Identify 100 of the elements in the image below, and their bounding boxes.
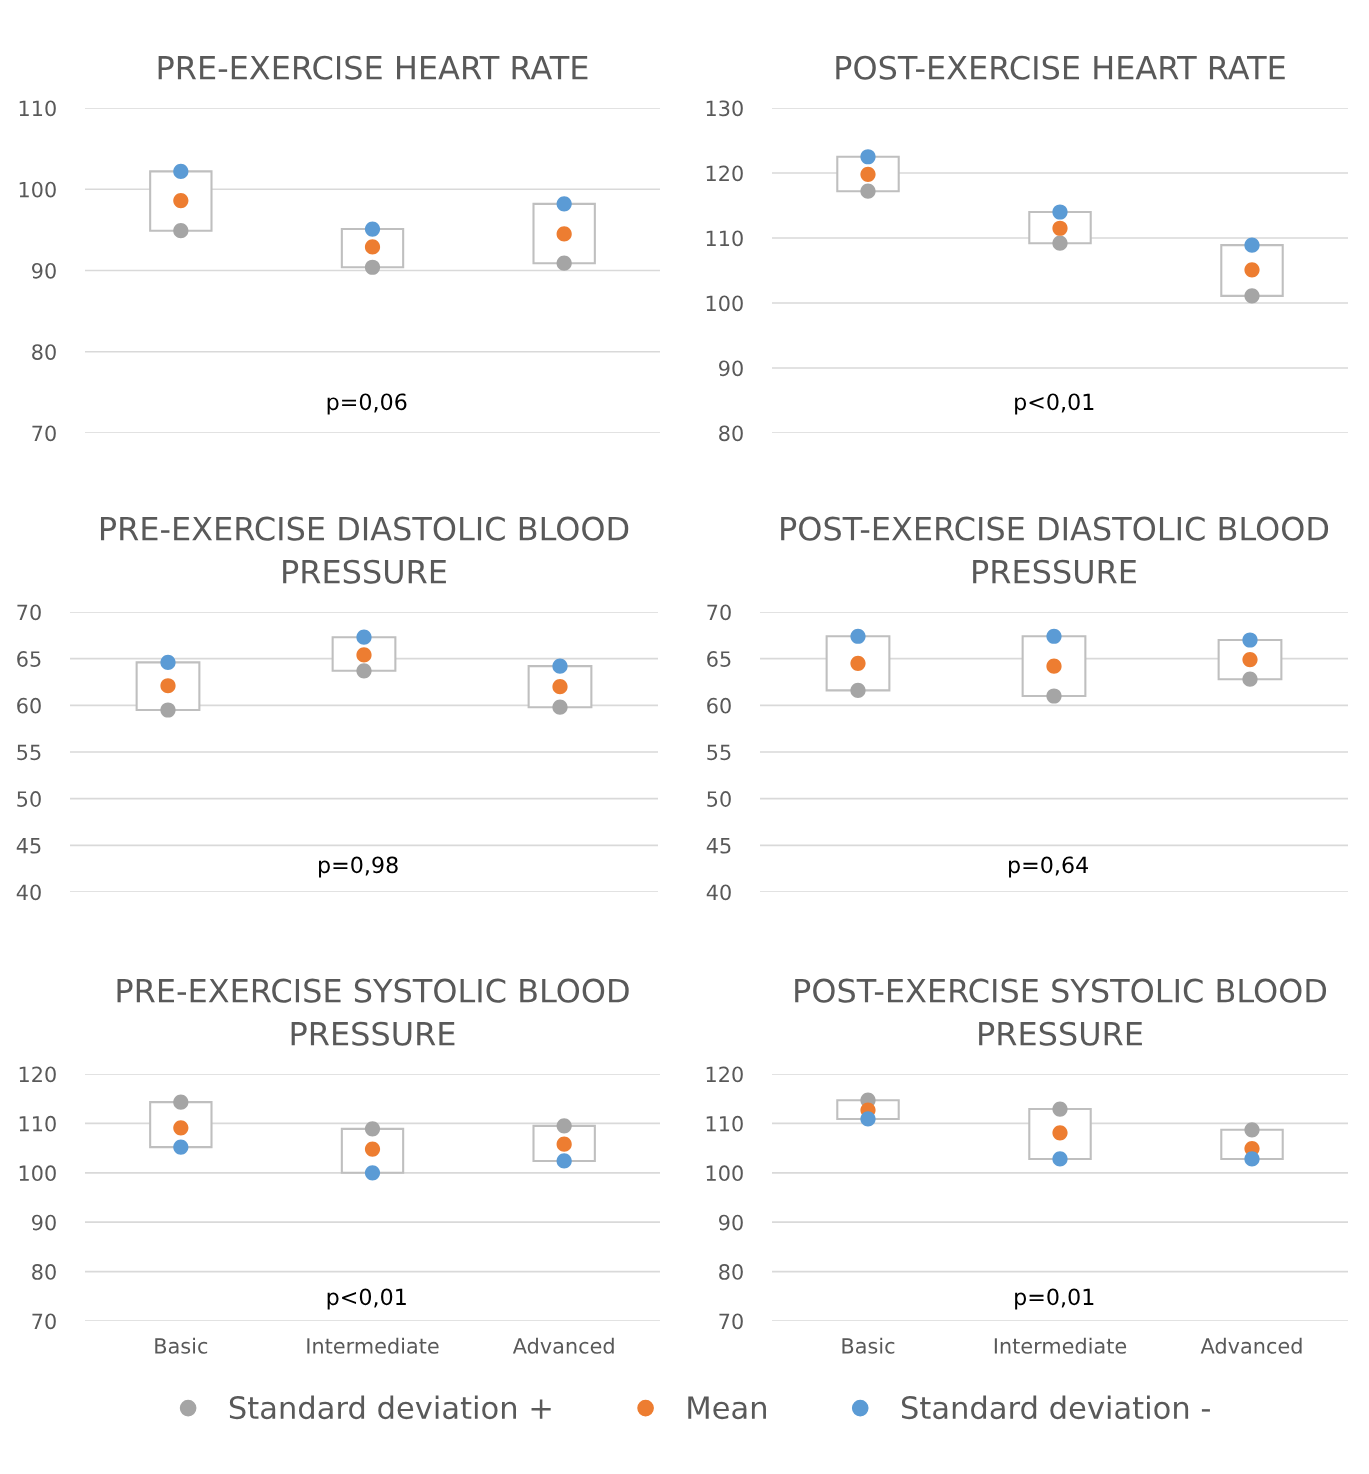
y-tick-label: 90 — [32, 1214, 56, 1231]
point — [364, 1165, 381, 1181]
y-tick-label: 110 — [706, 1115, 743, 1132]
x-tick-label: Intermediate — [994, 1337, 1127, 1354]
point — [552, 699, 568, 715]
y-tick-label: 110 — [19, 100, 56, 117]
annotation: p<0,01 — [327, 1288, 406, 1310]
y-tick-label: 50 — [707, 791, 731, 807]
x-tick-label: Basic — [842, 1337, 895, 1354]
y-tick-label: 70 — [32, 425, 56, 442]
y-tick-label: 90 — [32, 262, 56, 279]
y-tick-label: 65 — [707, 651, 731, 667]
point — [173, 1139, 189, 1155]
y-tick-label: 80 — [32, 1264, 56, 1280]
chart-title: POST-EXERCISE HEART RATE — [836, 55, 1285, 80]
point — [1242, 671, 1258, 687]
y-tick-label: 60 — [707, 697, 731, 714]
y-tick-label: 80 — [719, 1264, 743, 1280]
chart-title: PRE-EXERCISE DIASTOLIC BLOOD PRESSURE — [100, 516, 629, 584]
y-tick-label: 110 — [706, 230, 743, 247]
point — [860, 1111, 876, 1127]
y-tick-label: 40 — [706, 884, 731, 901]
legend-label: Standard deviation + — [229, 1395, 551, 1420]
point — [160, 678, 176, 694]
annotation: p=0,06 — [327, 393, 407, 415]
y-tick-label: 100 — [706, 295, 743, 312]
point — [1244, 1122, 1260, 1138]
point — [860, 149, 876, 165]
point — [1244, 288, 1260, 304]
point — [1052, 1101, 1068, 1117]
y-tick-label: 70 — [719, 1313, 743, 1330]
y-tick-label: 45 — [706, 838, 731, 854]
y-tick-label: 80 — [719, 425, 743, 442]
point — [356, 629, 372, 645]
point — [356, 647, 372, 663]
y-tick-label: 55 — [17, 744, 41, 761]
point — [860, 183, 876, 199]
point — [364, 1121, 381, 1137]
point — [364, 259, 381, 275]
y-tick-label: 70 — [707, 604, 731, 621]
point — [850, 655, 866, 671]
point — [1052, 204, 1068, 220]
point — [1052, 235, 1068, 251]
point — [552, 658, 568, 674]
point — [356, 663, 372, 679]
annotation: p<0,01 — [1015, 393, 1094, 415]
y-tick-label: 90 — [719, 360, 743, 377]
point — [173, 163, 189, 179]
y-tick-label: 70 — [32, 1313, 56, 1330]
y-tick-label: 130 — [706, 100, 743, 117]
annotation: p=0,01 — [1015, 1288, 1094, 1310]
point — [850, 628, 866, 644]
annotation: p=0,98 — [319, 856, 398, 878]
point — [556, 255, 572, 271]
bar — [149, 170, 213, 232]
bar — [532, 202, 596, 265]
y-tick-label: 90 — [719, 1214, 743, 1231]
x-tick-label: Advanced — [1200, 1337, 1302, 1354]
y-tick-label: 120 — [19, 1066, 56, 1083]
y-tick-label: 40 — [16, 884, 41, 901]
point — [160, 654, 176, 671]
point — [364, 221, 381, 237]
legend-label: Mean — [688, 1396, 766, 1420]
y-tick-label: 100 — [706, 1165, 743, 1182]
point — [160, 702, 176, 718]
point — [173, 223, 189, 239]
y-tick-label: 70 — [17, 604, 41, 621]
x-tick-label: Intermediate — [307, 1337, 439, 1354]
point — [1046, 628, 1062, 644]
y-tick-label: 120 — [706, 1066, 743, 1083]
y-tick-label: 60 — [17, 697, 41, 714]
point — [556, 1153, 572, 1169]
y-tick-label: 55 — [707, 744, 731, 761]
point — [1046, 658, 1062, 674]
annotation: p=0,64 — [1009, 856, 1088, 878]
chart-title: POST-EXERCISE SYSTOLIC BLOOD PRESSURE — [795, 978, 1327, 1046]
point — [1244, 237, 1260, 253]
y-tick-label: 100 — [19, 181, 56, 198]
x-tick-label: Basic — [155, 1337, 208, 1354]
point — [1242, 632, 1258, 648]
point — [556, 1118, 572, 1134]
point — [173, 1094, 189, 1110]
x-tick-label: Advanced — [512, 1337, 614, 1354]
point — [1046, 688, 1062, 704]
point — [1052, 1151, 1068, 1167]
y-tick-label: 45 — [16, 838, 41, 854]
point — [556, 196, 572, 212]
point — [552, 679, 568, 695]
chart-title: POST-EXERCISE DIASTOLIC BLOOD PRESSURE — [781, 516, 1329, 584]
point — [850, 682, 866, 699]
chart-title: PRE-EXERCISE HEART RATE — [158, 55, 588, 80]
y-tick-label: 120 — [706, 165, 743, 182]
y-tick-label: 100 — [19, 1165, 56, 1182]
chart-title: PRE-EXERCISE SYSTOLIC BLOOD PRESSURE — [117, 978, 629, 1046]
y-tick-label: 50 — [17, 791, 41, 807]
point — [1244, 1151, 1260, 1167]
y-tick-label: 80 — [32, 344, 56, 360]
y-tick-label: 65 — [17, 651, 41, 667]
y-tick-label: 110 — [19, 1115, 56, 1132]
legend-label: Standard deviation - — [901, 1395, 1210, 1420]
